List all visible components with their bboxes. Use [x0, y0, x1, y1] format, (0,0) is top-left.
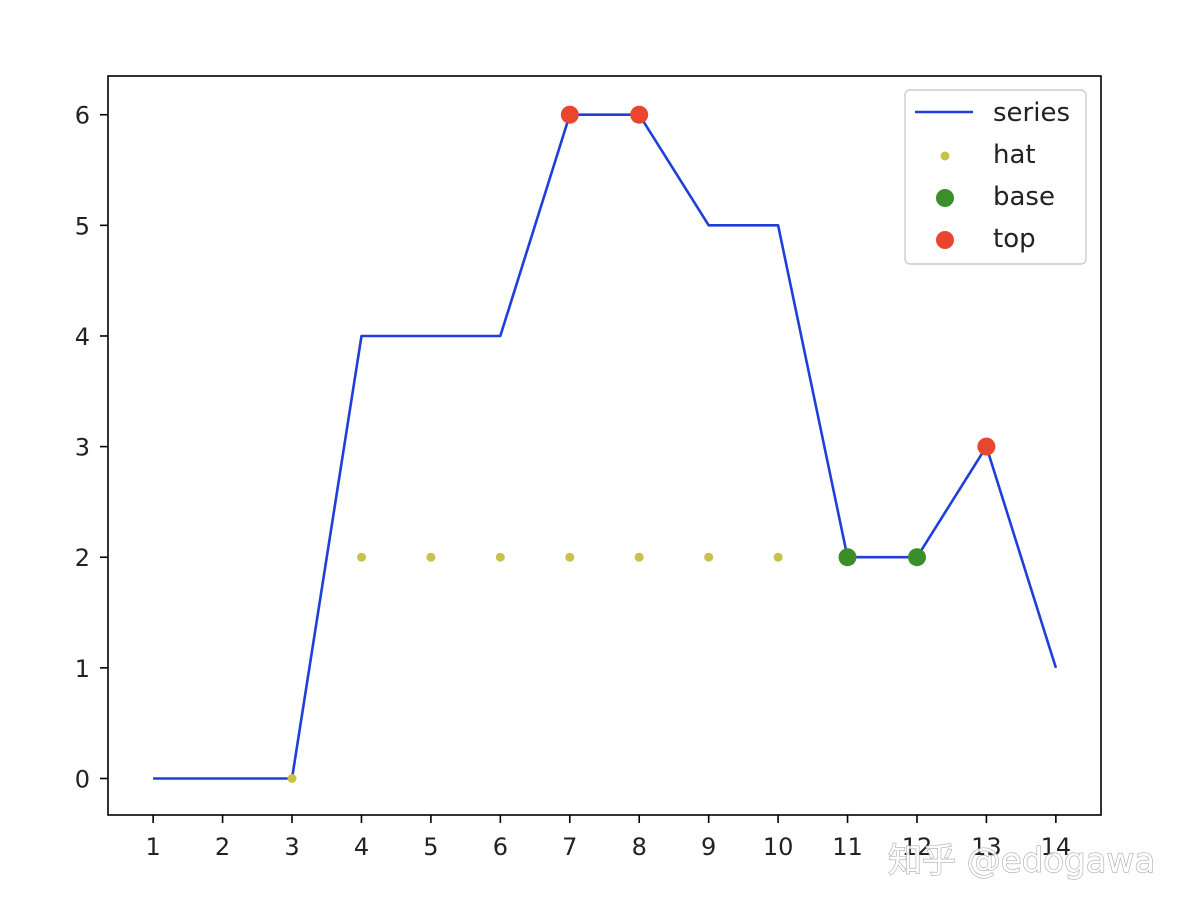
- x-tick-label-13: 13: [971, 833, 1002, 861]
- y-tick-label-3: 3: [75, 434, 90, 462]
- x-tick-label-6: 6: [493, 833, 508, 861]
- x-tick-label-1: 1: [145, 833, 160, 861]
- hat-point-3: [495, 552, 505, 562]
- base-point-0: [838, 548, 857, 567]
- y-tick-label-5: 5: [75, 212, 90, 240]
- plot-area: [153, 105, 1058, 783]
- legend-label-top: top: [993, 224, 1036, 254]
- x-tick-label-11: 11: [832, 833, 863, 861]
- x-tick-label-5: 5: [423, 833, 438, 861]
- x-tick-label-7: 7: [562, 833, 577, 861]
- hat-point-1: [357, 552, 366, 562]
- top-point-0: [560, 105, 579, 124]
- series-line-series: [153, 113, 1058, 780]
- x-tick-label-9: 9: [701, 833, 716, 861]
- x-tick-label-10: 10: [763, 833, 794, 861]
- x-tick-label-3: 3: [284, 833, 299, 861]
- legend-label-series: series: [993, 98, 1070, 128]
- top-point-2: [977, 437, 996, 456]
- watermark-text: 知乎 @edogawa: [888, 841, 1155, 881]
- x-tick-label-8: 8: [632, 833, 647, 861]
- x-tick-label-4: 4: [354, 833, 369, 861]
- x-tick-label-14: 14: [1041, 833, 1072, 861]
- legend-label-hat: hat: [993, 140, 1036, 170]
- legend: series hat base top: [904, 89, 1087, 265]
- legend-swatch-base: [936, 189, 954, 207]
- legend-box: [904, 89, 1087, 265]
- hat-point-4: [565, 552, 575, 562]
- hat-point-5: [634, 552, 644, 562]
- y-tick-label-6: 6: [75, 102, 90, 130]
- base-point-1: [908, 548, 926, 567]
- legend-label-base: base: [993, 182, 1055, 212]
- x-tick-label-2: 2: [215, 833, 230, 861]
- hat-point-6: [704, 552, 714, 562]
- y-tick-label-2: 2: [75, 544, 90, 572]
- hat-point-7: [773, 552, 783, 562]
- y-tick-label-0: 0: [75, 765, 90, 793]
- hat-point-0: [287, 774, 297, 783]
- top-point-1: [630, 105, 649, 124]
- hat-point-2: [426, 552, 436, 562]
- legend-swatch-hat: [940, 151, 950, 161]
- y-tick-label-1: 1: [75, 655, 90, 683]
- x-tick-label-12: 12: [902, 833, 933, 861]
- y-tick-label-4: 4: [75, 323, 90, 351]
- axes-frame: [107, 75, 1102, 816]
- legend-swatch-top: [936, 231, 954, 249]
